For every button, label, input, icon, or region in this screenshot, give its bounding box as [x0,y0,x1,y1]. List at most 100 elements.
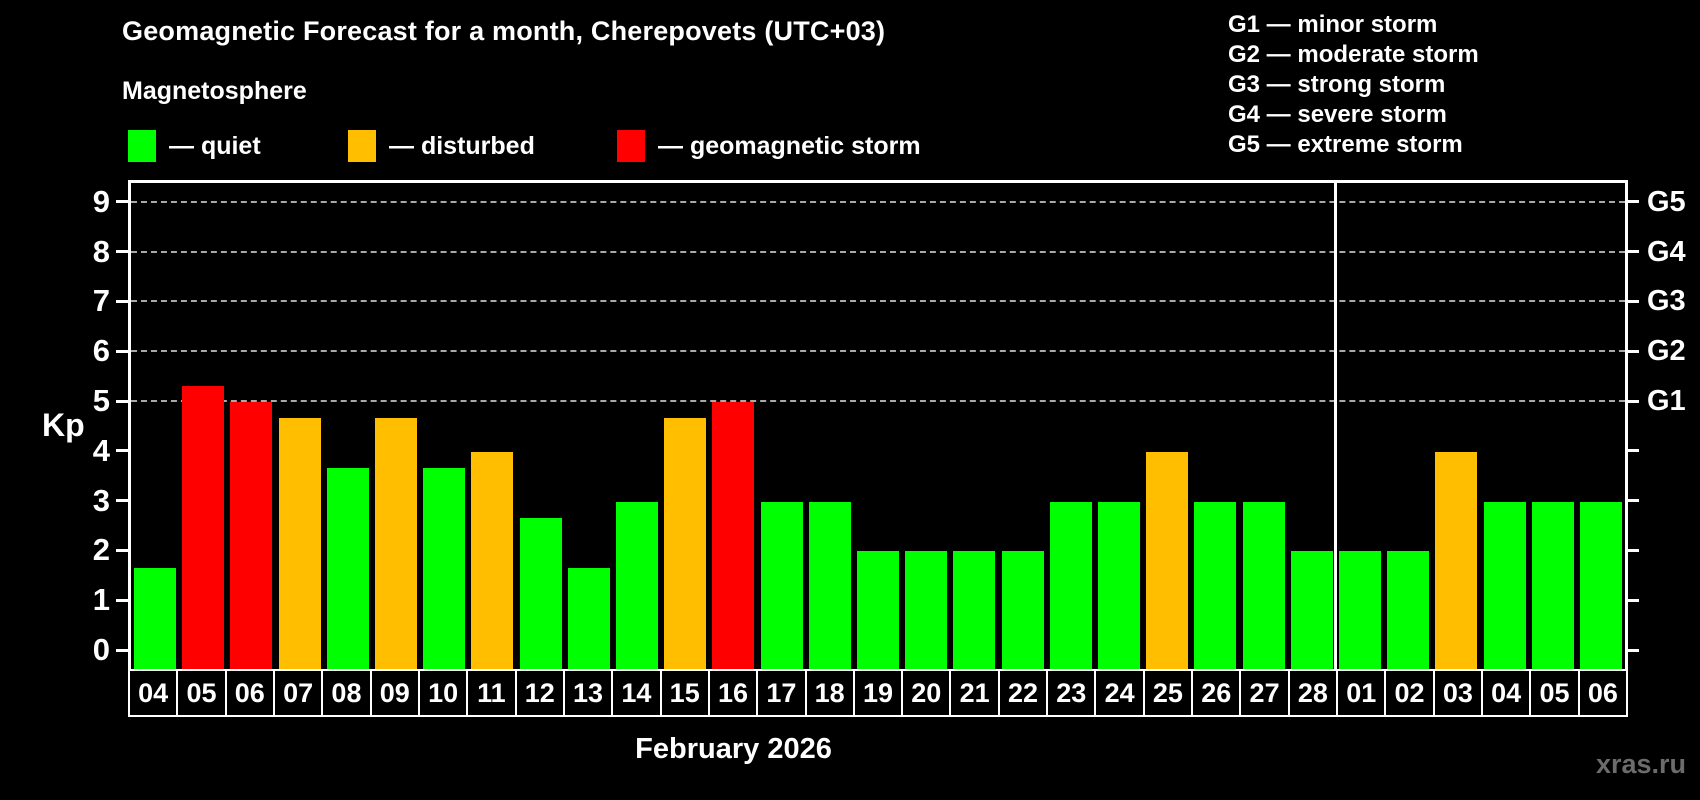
day-cell-mar-01: 01 [1338,671,1385,715]
day-cell-mar-03: 03 [1434,671,1482,715]
day-cell-feb-16: 16 [709,671,757,715]
y-axis-title: Kp [42,407,85,443]
y-tick-label-8: 8 [92,233,110,269]
day-cell-feb-12: 12 [516,671,563,715]
day-cell-feb-08: 08 [323,671,370,715]
right-tick-4 [1625,449,1639,453]
kp-bar-day-28 [1290,551,1333,669]
kp-bar-day-23 [1049,501,1092,669]
x-axis-title: February 2026 [635,733,832,765]
y-tick-7 [116,299,130,303]
kp-bar-day-07 [278,418,321,669]
kp-bar-day-15 [664,418,707,669]
kp-bar-day-18 [808,501,851,669]
kp-bar-day-10 [423,468,466,669]
g-level-label-G4: G4 [1647,235,1686,268]
kp-bar-day-22 [1001,551,1044,669]
right-tick-8 [1625,250,1639,254]
kp-bar-day-14 [616,501,659,669]
g-level-label-G3: G3 [1647,285,1686,318]
day-cell-feb-15: 15 [661,671,708,715]
plot-area [128,180,1628,669]
month-separator-line [1334,183,1338,669]
g-legend-line-3: G3 — strong storm [1228,71,1446,98]
g-legend-line-2: G2 — moderate storm [1228,41,1479,68]
y-tick-label-0: 0 [92,632,110,667]
right-tick-6 [1625,349,1639,353]
kp-bar-day-17 [760,501,803,669]
g-level-label-G2: G2 [1647,335,1686,368]
kp-bar-day-04 [134,567,177,669]
day-cell-mar-04: 04 [1483,671,1530,715]
legend-item-quiet: — quiet [128,128,261,164]
y-tick-9 [116,200,130,204]
g-scale-legend: G1 — minor storm G2 — moderate storm G3 — … [1228,10,1479,160]
watermark: xras.ru [1595,749,1686,779]
gridline-kp5 [131,400,1625,402]
kp-bar-day-19 [857,551,899,669]
day-cell-feb-27: 27 [1241,671,1288,715]
day-cell-feb-06: 06 [226,671,273,715]
kp-bar-day-16 [712,402,755,669]
y-tick-label-7: 7 [92,283,110,319]
kp-bar-day-08 [326,468,369,669]
y-tick-label-5: 5 [92,383,110,418]
kp-bar-day-01 [1338,551,1381,669]
day-cell-feb-07: 07 [274,671,322,715]
kp-bar-day-03 [1435,451,1478,669]
day-cell-feb-10: 10 [419,671,467,715]
y-tick-5 [116,399,130,403]
g-level-label-G1: G1 [1647,385,1686,417]
right-tick-9 [1625,200,1639,204]
quiet-swatch-icon [128,130,156,162]
day-cell-feb-24: 24 [1096,671,1143,715]
kp-bar-day-13 [567,567,610,669]
gridline-kp7 [131,300,1625,303]
right-tick-2 [1625,548,1639,552]
kp-bar-day-11 [471,451,514,669]
kp-bar-day-04 [1483,501,1526,669]
day-cell-feb-23: 23 [1048,671,1095,715]
y-tick-0 [116,648,130,652]
day-cell-feb-04: 04 [130,671,177,715]
day-cell-feb-25: 25 [1144,671,1192,715]
legend-item-disturbed: — disturbed [348,128,535,164]
kp-bar-day-20 [905,551,948,669]
kp-bar-day-06 [230,402,273,669]
y-tick-label-2: 2 [92,532,110,568]
day-cell-feb-09: 09 [371,671,418,715]
y-tick-1 [116,598,130,602]
g-legend-line-4: G4 — severe storm [1228,101,1447,128]
legend-label-disturbed: — disturbed [389,131,535,160]
chart-title: Geomagnetic Forecast for a month, Cherep… [122,16,886,46]
right-tick-5 [1625,399,1639,403]
y-tick-4 [116,449,130,453]
day-cell-mar-02: 02 [1386,671,1433,715]
disturbed-swatch-icon [348,130,376,162]
y-tick-label-4: 4 [92,432,110,468]
day-cell-feb-18: 18 [806,671,853,715]
day-cell-mar-06: 06 [1579,671,1626,715]
day-cell-feb-17: 17 [758,671,805,715]
storm-swatch-icon [617,130,645,162]
kp-bar-day-24 [1097,501,1140,669]
y-tick-label-3: 3 [92,482,110,518]
kp-bar-day-02 [1387,551,1430,669]
legend-label-quiet: — quiet [169,131,261,160]
kp-bar-day-21 [953,551,996,669]
status-legend: — quiet — disturbed — geomagnetic storm [0,128,1100,168]
gridline-kp9 [131,200,1625,203]
y-tick-8 [116,250,130,254]
y-tick-label-9: 9 [92,183,110,219]
day-cell-feb-26: 26 [1193,671,1240,715]
day-cell-feb-28: 28 [1289,671,1337,715]
magnetosphere-label: Magnetosphere [122,77,307,105]
g-legend-line-5: G5 — extreme storm [1228,131,1463,158]
y-tick-2 [116,548,130,552]
kp-bar-day-25 [1146,451,1189,669]
gridline-kp6 [131,350,1625,353]
g-legend-line-1: G1 — minor storm [1228,11,1438,38]
day-cell-feb-21: 21 [951,671,998,715]
y-tick-3 [116,499,130,503]
day-cell-mar-05: 05 [1531,671,1578,715]
